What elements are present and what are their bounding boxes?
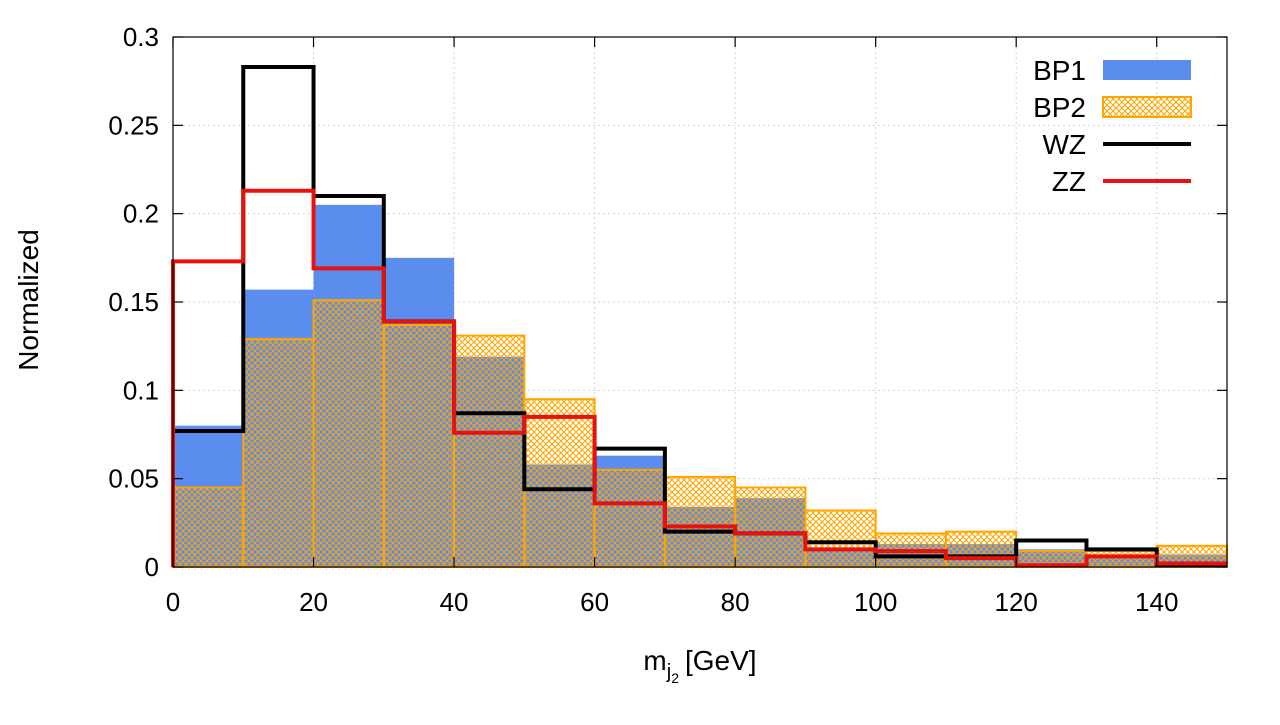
y-tick-label: 0.1	[123, 375, 159, 405]
x-axis-title-sub: j	[666, 661, 671, 683]
bar-bp2	[663, 475, 737, 568]
legend-label-zz: ZZ	[1052, 166, 1086, 197]
axis-ticks: 0 20 40 60 80 100 120 140 0 0.05 0.1 0.15 0.2 0.25 0.3	[108, 22, 1227, 617]
bar-bp2	[312, 299, 385, 568]
bar-bp2	[382, 323, 456, 569]
x-tick-label: 40	[440, 587, 469, 617]
bar-bp2	[1085, 550, 1158, 568]
bar-bp2	[172, 486, 245, 568]
legend-swatch-bp2	[1102, 96, 1192, 118]
x-tick-label: 0	[166, 587, 180, 617]
legend-label-bp1: BP1	[1033, 55, 1086, 86]
step-line-wz	[171, 65, 1227, 568]
x-tick-label: 120	[995, 587, 1038, 617]
y-tick-label: 0.25	[108, 110, 159, 140]
bar-bp2	[734, 486, 807, 568]
bar-bp2	[593, 468, 666, 569]
y-tick-label: 0.15	[108, 287, 159, 317]
legend-swatch-bp1	[1103, 60, 1191, 80]
y-tick-label: 0.3	[123, 22, 159, 52]
bars	[172, 204, 1228, 569]
legend-label-wz: WZ	[1042, 129, 1086, 160]
y-tick-label: 0	[145, 552, 159, 582]
x-tick-label: 140	[1135, 587, 1178, 617]
x-tick-label: 60	[580, 587, 609, 617]
legend-label-bp2: BP2	[1033, 92, 1086, 123]
y-tick-label: 0.2	[123, 199, 159, 229]
x-axis-title-main: m	[643, 645, 666, 676]
bar-bp2	[944, 530, 1018, 569]
bar-bp2	[523, 398, 596, 568]
bar-bp2	[453, 334, 526, 569]
x-axis-title: mj2 [GeV]	[643, 645, 756, 686]
x-tick-label: 80	[721, 587, 750, 617]
x-axis-title-subsub: 2	[671, 670, 679, 686]
legend: BP1 BP2 WZ ZZ	[1033, 55, 1192, 197]
x-tick-label: 100	[854, 587, 897, 617]
bar-bp2	[242, 338, 315, 568]
bar-bp2	[804, 509, 877, 569]
x-tick-label: 20	[299, 587, 328, 617]
y-axis-title: Normalized	[13, 229, 44, 371]
y-tick-label: 0.05	[108, 464, 159, 494]
x-axis-title-unit: [GeV]	[685, 645, 757, 676]
